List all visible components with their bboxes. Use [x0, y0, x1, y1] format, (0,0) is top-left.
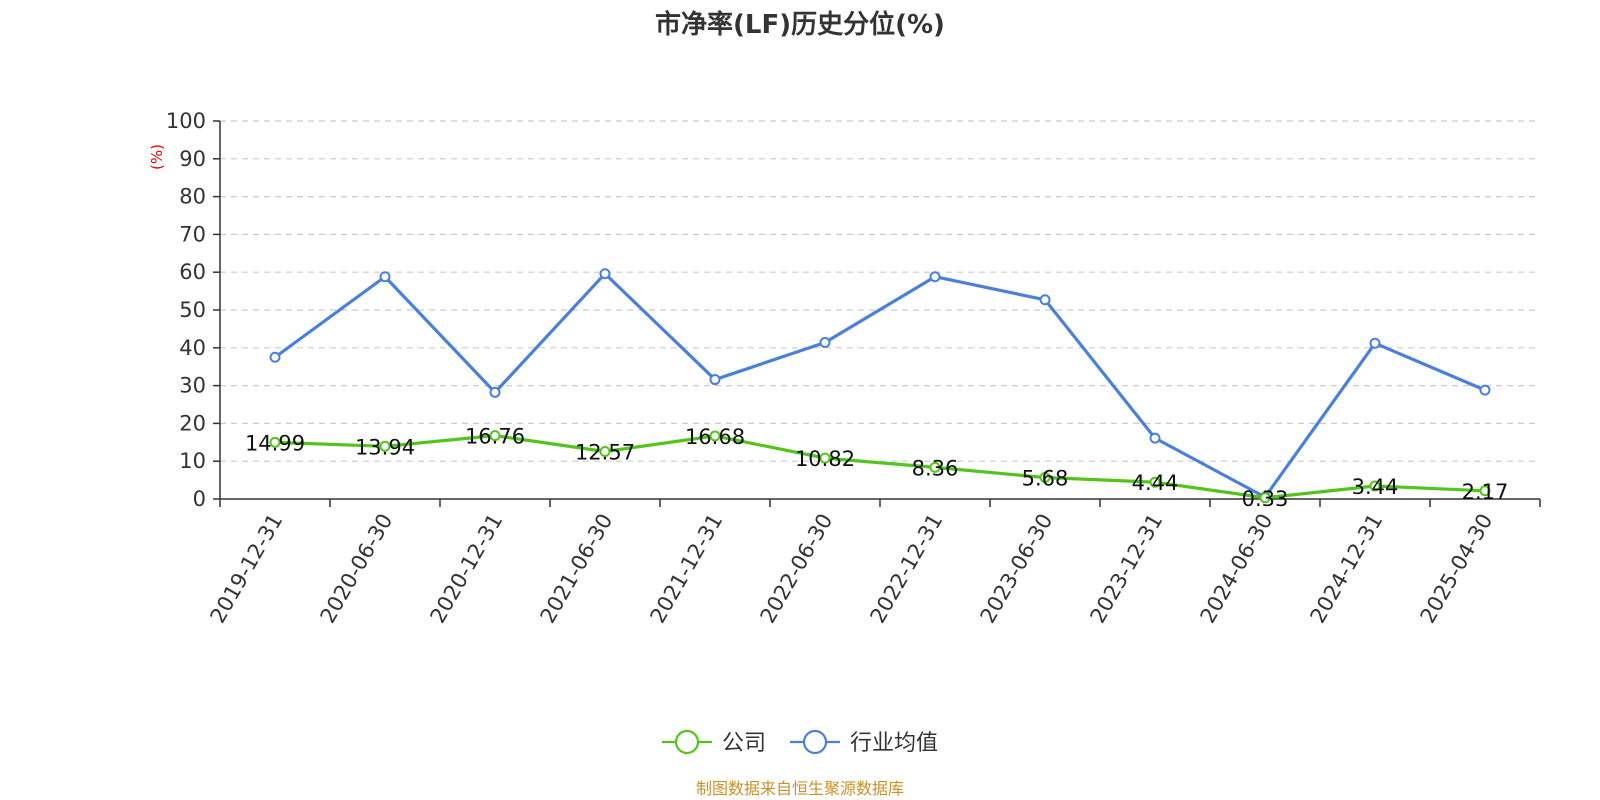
- legend-label: 公司: [722, 731, 766, 756]
- y-tick-label: 0: [193, 487, 206, 511]
- data-point[interactable]: [1479, 485, 1491, 497]
- y-tick-label: 50: [179, 298, 206, 322]
- legend-item[interactable]: 行业均值: [790, 729, 938, 756]
- legend-marker-icon: [802, 729, 828, 755]
- data-point[interactable]: [929, 271, 941, 283]
- y-tick-label: 100: [166, 109, 206, 133]
- data-labels: 14.99 13.94 16.76 12.57 16.68 10.82 8.36 5.68 4.…: [245, 425, 1508, 511]
- series: [269, 268, 1491, 504]
- x-tick-label: 2021-12-31: [646, 510, 728, 628]
- x-tick-label: 2020-06-30: [316, 510, 398, 628]
- legend-marker-icon: [674, 729, 700, 755]
- data-label: 14.99: [245, 431, 305, 455]
- y-tick-label: 20: [179, 411, 206, 435]
- data-point[interactable]: [819, 337, 831, 349]
- x-tick-label: 2024-12-31: [1306, 510, 1388, 628]
- x-tick-label: 2025-04-30: [1416, 510, 1498, 628]
- data-label: 0.33: [1242, 487, 1289, 511]
- y-tick-label: 90: [179, 147, 206, 171]
- data-point[interactable]: [1369, 337, 1381, 349]
- y-tick-label: 80: [179, 185, 206, 209]
- data-label: 13.94: [355, 435, 415, 459]
- data-label: 5.68: [1022, 467, 1069, 491]
- data-point[interactable]: [1259, 492, 1271, 504]
- grid: [220, 120, 1540, 462]
- x-tick-label: 2020-12-31: [426, 510, 508, 628]
- data-label: 16.76: [465, 425, 525, 449]
- x-tick-label: 2023-06-30: [976, 510, 1058, 628]
- source-note: 制图数据来自恒生聚源数据库: [696, 779, 904, 798]
- legend[interactable]: 公司 行业均值: [662, 729, 938, 756]
- data-point[interactable]: [379, 440, 391, 452]
- data-point[interactable]: [1149, 476, 1161, 488]
- data-point[interactable]: [1039, 294, 1051, 306]
- y-tick-label: 10: [179, 449, 206, 473]
- data-label: 3.44: [1352, 475, 1399, 499]
- y-tick-label: 30: [179, 374, 206, 398]
- x-tick-label: 2022-06-30: [756, 510, 838, 628]
- data-point[interactable]: [599, 445, 611, 457]
- data-point[interactable]: [379, 271, 391, 283]
- series-line: [273, 434, 1487, 500]
- y-tick-label: 40: [179, 336, 206, 360]
- data-point[interactable]: [1039, 472, 1051, 484]
- data-point[interactable]: [819, 452, 831, 464]
- data-label: 10.82: [795, 447, 855, 471]
- data-label: 8.36: [912, 456, 959, 480]
- x-tick-label: 2024-06-30: [1196, 510, 1278, 628]
- data-point[interactable]: [1369, 480, 1381, 492]
- x-tick-label: 2021-06-30: [536, 510, 618, 628]
- data-point[interactable]: [269, 351, 281, 363]
- data-point[interactable]: [269, 436, 281, 448]
- legend-label: 行业均值: [850, 731, 938, 756]
- data-label: 16.68: [685, 425, 745, 449]
- y-tick-label: 70: [179, 222, 206, 246]
- x-tick-label: 2019-12-31: [206, 510, 288, 628]
- series-line: [273, 272, 1487, 499]
- data-point[interactable]: [1149, 432, 1161, 444]
- y-axis-label: (%): [148, 144, 166, 170]
- data-label: 12.57: [575, 440, 635, 464]
- data-label: 2.17: [1462, 480, 1509, 504]
- x-tick-label: 2022-12-31: [866, 510, 948, 628]
- x-tick-label: 2023-12-31: [1086, 510, 1168, 628]
- data-point[interactable]: [709, 430, 721, 442]
- chart-title: 市净率(LF)历史分位(%): [655, 9, 945, 40]
- axes: 0 10 20 30 40 50 60 70 80 90 100(%) 2019-12-31 2020-…: [148, 109, 1541, 628]
- legend-item[interactable]: 公司: [662, 729, 766, 756]
- data-point[interactable]: [929, 461, 941, 473]
- data-point[interactable]: [599, 268, 611, 280]
- y-tick-label: 60: [179, 260, 206, 284]
- data-label: 4.44: [1132, 471, 1179, 495]
- data-point[interactable]: [1479, 384, 1491, 396]
- data-point[interactable]: [709, 374, 721, 386]
- data-point[interactable]: [489, 430, 501, 442]
- data-point[interactable]: [489, 386, 501, 398]
